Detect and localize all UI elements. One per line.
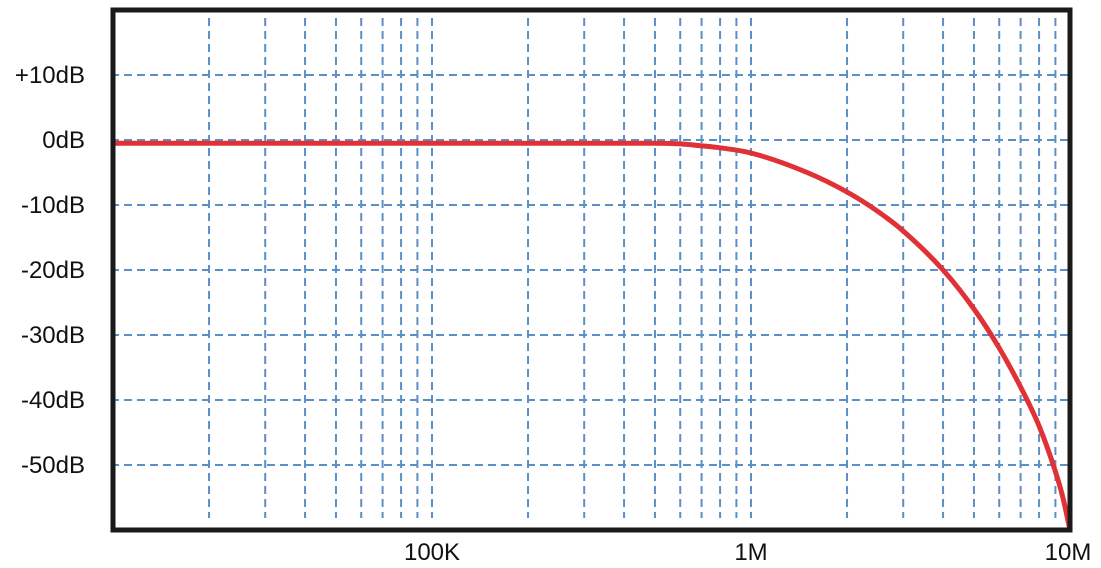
y-tick-label: 0dB <box>42 127 85 154</box>
y-tick-labels: +10dB 0dB -10dB -20dB -30dB -40dB -50dB <box>15 62 85 479</box>
grid-lines <box>111 18 1070 518</box>
y-tick-label: -30dB <box>21 322 85 349</box>
y-tick-label: -50dB <box>21 452 85 479</box>
x-tick-label: 1M <box>734 539 767 566</box>
x-tick-labels: 100K 1M 10M <box>404 539 1091 566</box>
y-tick-label: -40dB <box>21 387 85 414</box>
plot-frame <box>110 7 1073 533</box>
series-layer <box>110 140 1073 533</box>
y-tick-label: +10dB <box>15 62 85 89</box>
x-tick-label: 10M <box>1045 539 1092 566</box>
y-tick-label: -20dB <box>21 257 85 284</box>
y-tick-label: -10dB <box>21 192 85 219</box>
x-tick-label: 100K <box>404 539 460 566</box>
response-curve-line <box>110 140 1073 533</box>
